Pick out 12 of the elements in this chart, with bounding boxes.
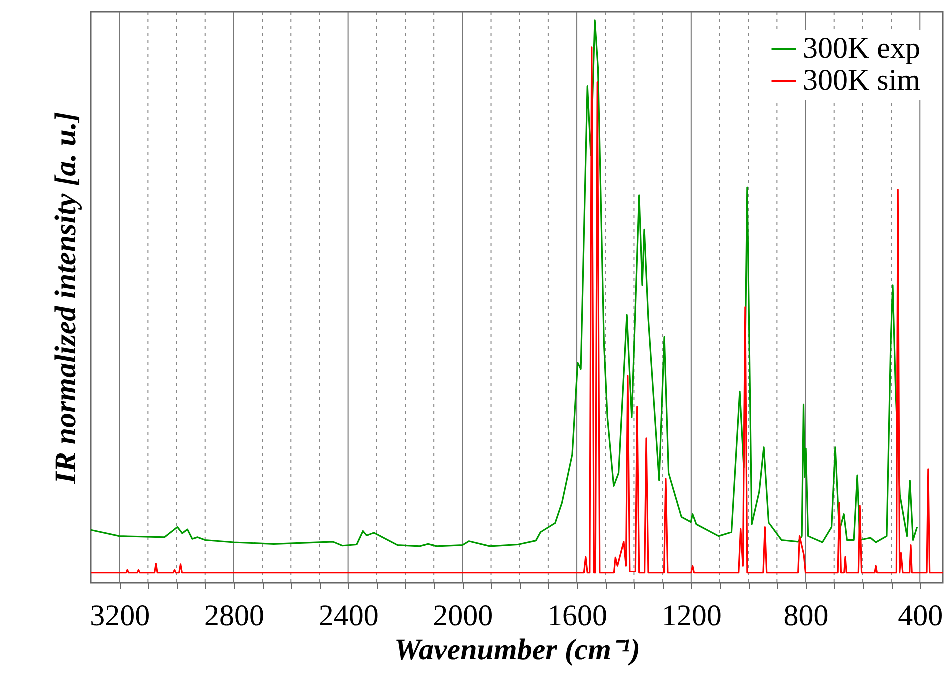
legend-label: 300K exp xyxy=(803,32,920,65)
x-tick-label: 3200 xyxy=(90,600,150,632)
x-tick-label: 400 xyxy=(898,600,944,632)
x-tick-label: 800 xyxy=(784,600,829,632)
x-tick-label: 2400 xyxy=(318,600,379,632)
x-tick-label: 2800 xyxy=(204,600,264,632)
x-tick-label: 1200 xyxy=(662,600,722,632)
legend-label: 300K sim xyxy=(803,64,921,97)
y-axis-title: IR normalized intensity [a. u.] xyxy=(50,112,82,485)
x-axis-title: Wavenumber (cm⁻¹) xyxy=(394,634,640,666)
x-tick-label: 2000 xyxy=(433,600,494,632)
x-tick-label: 1600 xyxy=(548,600,608,632)
